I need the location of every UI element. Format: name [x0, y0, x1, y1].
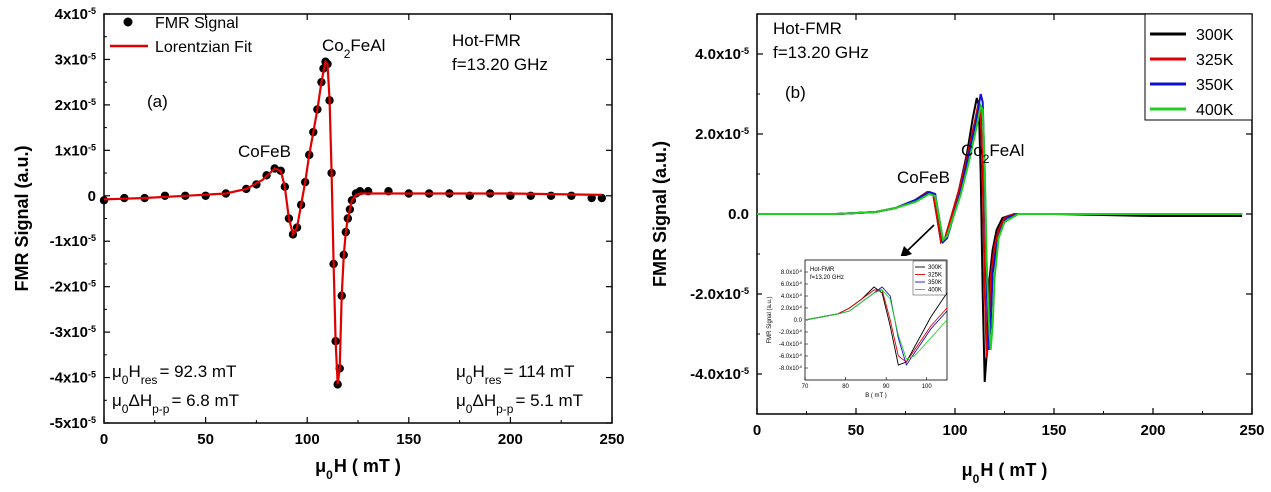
- legend-label-300K: 300K: [1196, 27, 1234, 44]
- inset-x-tick-label: 90: [883, 384, 890, 390]
- inset-legend-label-350K: 350K: [928, 280, 942, 286]
- inset-y-tick-label: -8.0x10-6: [779, 365, 802, 372]
- y-tick-label: 2.0x10-5: [695, 126, 749, 143]
- y-tick-label: 4x10-5: [55, 6, 96, 23]
- peak-label-co2feal: Co2FeAl: [322, 36, 385, 61]
- fmr-signal-point: [587, 193, 596, 203]
- series-line-400K: [757, 102, 1243, 351]
- x-axis-title: μ0H ( mT ): [315, 456, 401, 482]
- inset-title: f=13.20 GHz: [810, 275, 844, 281]
- y-tick-label: 0.0: [728, 206, 749, 223]
- inset-y-tick-label: 8.0x10-6: [781, 269, 802, 276]
- inset-arrow-head: [900, 246, 912, 258]
- x-tick-label: 0: [753, 422, 761, 439]
- y-tick-label: -2.0x10-5: [690, 286, 749, 303]
- legend-marker-fmr-signal: [123, 17, 133, 27]
- y-tick-label: 3x10-5: [55, 51, 96, 68]
- x-tick-label: 100: [295, 431, 320, 448]
- panel-label: (a): [147, 92, 168, 111]
- inset-legend-label-300K: 300K: [928, 265, 942, 271]
- y-tick-label: -4.0x10-5: [690, 366, 749, 383]
- inset-y-axis-title: FMR Signal (a.u.): [767, 296, 773, 343]
- y-axis-title: FMR Signal (a.u.): [650, 141, 670, 287]
- x-axis-title: μ0H ( mT ): [962, 460, 1048, 486]
- inset-y-tick-label: 2.0x10-6: [781, 305, 802, 312]
- x-tick-label: 150: [1041, 422, 1066, 439]
- inset-y-tick-label: -2.0x10-6: [779, 329, 802, 336]
- inset-y-tick-label: 6.0x10-6: [781, 281, 802, 288]
- legend-label-325K: 325K: [1196, 52, 1234, 69]
- y-tick-label: -1x10-5: [50, 233, 96, 250]
- resonance-field-cofeb: μ0Hres = 92.3 mT: [112, 362, 236, 387]
- inset-y-tick-label: -4.0x10-6: [779, 341, 802, 348]
- inset-series-line-325K: [804, 289, 948, 363]
- y-axis-title: FMR Signal (a.u.): [12, 145, 32, 291]
- peak-label-cofeb: CoFeB: [238, 142, 291, 161]
- linewidth-co2feal: μ0ΔHp-p = 5.1 mT: [456, 391, 583, 416]
- peak-label-cofeb: CoFeB: [897, 168, 950, 187]
- inset-x-tick-label: 80: [842, 384, 849, 390]
- x-tick-label: 200: [1140, 422, 1165, 439]
- inset-legend-label-400K: 400K: [928, 288, 942, 294]
- inset-y-tick-label: -6.0x10-6: [779, 353, 802, 360]
- panel-label: (b): [785, 83, 806, 102]
- y-tick-label: -2x10-5: [50, 279, 96, 296]
- inset-y-tick-label: 4.0x10-6: [781, 293, 802, 300]
- x-tick-label: 150: [396, 431, 421, 448]
- inset-series-line-400K: [804, 289, 948, 360]
- x-tick-label: 50: [197, 431, 214, 448]
- y-tick-label: 1x10-5: [55, 142, 96, 159]
- inset-x-axis-title: B ( mT ): [865, 393, 887, 399]
- inset-arrow: [905, 224, 935, 253]
- y-tick-label: -3x10-5: [50, 324, 96, 341]
- inset-title: Hot-FMR: [810, 267, 835, 273]
- y-tick-label: 4.0x10-5: [695, 46, 749, 63]
- x-tick-label: 250: [1239, 422, 1264, 439]
- fmr-signal-point: [567, 191, 576, 200]
- lorentzian-fit-line: [103, 59, 602, 385]
- x-tick-label: 50: [848, 422, 865, 439]
- resonance-field-co2feal: μ0Hres = 114 mT: [456, 362, 574, 387]
- condition-text: Hot-FMR: [452, 31, 521, 50]
- legend-label-350K: 350K: [1196, 77, 1234, 94]
- legend-label-lorentzian-fit: Lorentzian Fit: [155, 39, 252, 56]
- condition-text: Hot-FMR: [773, 19, 842, 38]
- x-tick-label: 200: [498, 431, 523, 448]
- legend-label-400K: 400K: [1196, 102, 1234, 119]
- x-tick-label: 250: [599, 431, 624, 448]
- peak-label-co2feal: Co2FeAl: [961, 141, 1024, 166]
- fmr-signal-point: [99, 196, 109, 205]
- legend-box: [1144, 13, 1253, 121]
- panel-b-chart: 4.0x10-5 2.0x10-5 0.0 -2.0x10-5 -4.0x10-5 0 50…: [650, 13, 1265, 486]
- legend-label-fmr-signal: FMR Signal: [155, 15, 239, 32]
- fmr-signal-point: [546, 191, 556, 200]
- inset-legend-label-325K: 325K: [928, 273, 942, 279]
- y-tick-label: 0: [88, 188, 96, 205]
- x-tick-label: 100: [942, 422, 967, 439]
- y-tick-label: -4x10-5: [50, 370, 96, 387]
- condition-text: f=13.20 GHz: [773, 43, 869, 62]
- y-tick-label: 2x10-5: [55, 97, 96, 114]
- inset-x-tick-label: 100: [922, 384, 933, 390]
- inset-x-tick-label: 70: [802, 384, 809, 390]
- y-tick-label: -5x10-5: [50, 415, 96, 432]
- condition-text: f=13.20 GHz: [452, 55, 548, 74]
- x-tick-label: 0: [100, 431, 108, 448]
- linewidth-cofeb: μ0ΔHp-p = 6.8 mT: [112, 391, 239, 416]
- inset-y-tick-label: 0.0: [794, 318, 803, 324]
- panel-a-chart: 4x10-5 3x10-5 2x10-5 1x10-5 0 -1x10-5 -2x10-5 -…: [12, 6, 625, 482]
